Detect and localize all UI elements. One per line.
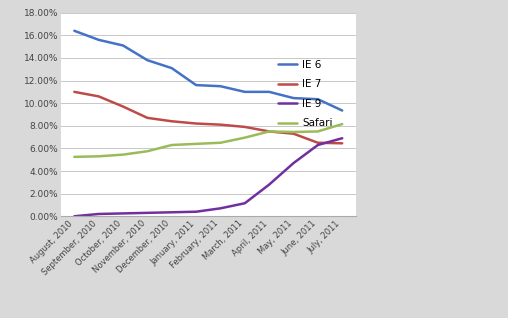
- Safari: [266, 129, 272, 133]
- Line: Safari: Safari: [74, 124, 342, 157]
- IE 9: [339, 136, 345, 140]
- IE 9: [217, 206, 224, 210]
- IE 6: [120, 44, 126, 47]
- IE 6: [339, 109, 345, 113]
- IE 6: [242, 90, 248, 94]
- IE 9: [169, 211, 175, 214]
- Safari: [315, 129, 321, 133]
- Safari: [71, 155, 77, 159]
- IE 6: [169, 66, 175, 70]
- IE 6: [96, 38, 102, 42]
- IE 9: [120, 211, 126, 215]
- IE 9: [144, 211, 150, 215]
- Legend: IE 6, IE 7, IE 9, Safari: IE 6, IE 7, IE 9, Safari: [278, 60, 333, 128]
- IE 7: [120, 105, 126, 108]
- Line: IE 9: IE 9: [74, 138, 342, 216]
- IE 9: [315, 143, 321, 147]
- IE 7: [217, 123, 224, 127]
- IE 9: [96, 212, 102, 216]
- IE 6: [217, 84, 224, 88]
- IE 6: [291, 96, 297, 100]
- Safari: [242, 136, 248, 140]
- IE 6: [266, 90, 272, 94]
- IE 6: [71, 29, 77, 33]
- IE 6: [144, 58, 150, 62]
- IE 7: [193, 121, 199, 125]
- IE 9: [291, 161, 297, 165]
- Safari: [120, 153, 126, 156]
- IE 7: [144, 116, 150, 120]
- Safari: [339, 122, 345, 126]
- IE 7: [96, 94, 102, 98]
- Safari: [291, 130, 297, 134]
- IE 7: [169, 119, 175, 123]
- IE 7: [339, 142, 345, 145]
- IE 9: [71, 214, 77, 218]
- Safari: [144, 149, 150, 153]
- Line: IE 7: IE 7: [74, 92, 342, 143]
- IE 9: [266, 183, 272, 186]
- IE 7: [291, 132, 297, 135]
- IE 7: [242, 125, 248, 129]
- Safari: [193, 142, 199, 146]
- Safari: [169, 143, 175, 147]
- Line: IE 6: IE 6: [74, 31, 342, 111]
- Safari: [217, 141, 224, 145]
- IE 6: [315, 97, 321, 101]
- IE 7: [266, 129, 272, 133]
- IE 7: [71, 90, 77, 94]
- IE 6: [193, 83, 199, 87]
- IE 7: [315, 141, 321, 145]
- IE 9: [193, 210, 199, 214]
- IE 9: [242, 201, 248, 205]
- Safari: [96, 155, 102, 158]
